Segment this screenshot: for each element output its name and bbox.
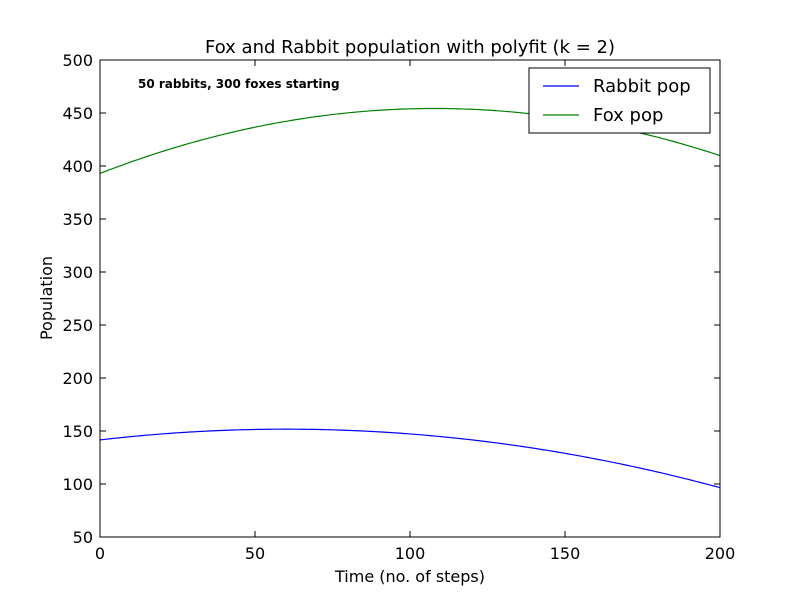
chart-title: Fox and Rabbit population with polyfit (… [205,37,615,58]
x-tick-label: 50 [245,544,265,563]
y-tick-label: 50 [73,528,93,547]
y-tick-label: 400 [62,157,93,176]
y-tick-label: 500 [62,51,93,70]
plot-area [99,59,721,538]
y-tick-label: 450 [62,104,93,123]
x-axis-label: Time (no. of steps) [334,567,485,586]
series-line-rabbit-pop [99,428,721,489]
y-tick-label: 350 [62,210,93,229]
legend: Rabbit pop Fox pop [528,67,711,134]
x-tick-label: 100 [395,544,426,563]
legend-label-fox-pop: Fox pop [593,105,663,126]
y-axis: 50 100 150 200 250 300 350 400 450 500 [62,51,720,547]
x-tick-label: 150 [550,544,581,563]
annotation-text: 50 rabbits, 300 foxes starting [138,77,340,91]
y-tick-label: 300 [62,263,93,282]
legend-label-rabbit-pop: Rabbit pop [593,76,691,97]
y-axis-label: Population [37,256,56,340]
x-axis: 0 50 100 150 200 [95,60,735,563]
legend-box [528,67,711,134]
y-tick-label: 100 [62,475,93,494]
y-tick-label: 250 [62,316,93,335]
x-tick-label: 200 [705,544,736,563]
x-tick-label: 0 [95,544,105,563]
y-tick-label: 150 [62,422,93,441]
y-tick-label: 200 [62,369,93,388]
